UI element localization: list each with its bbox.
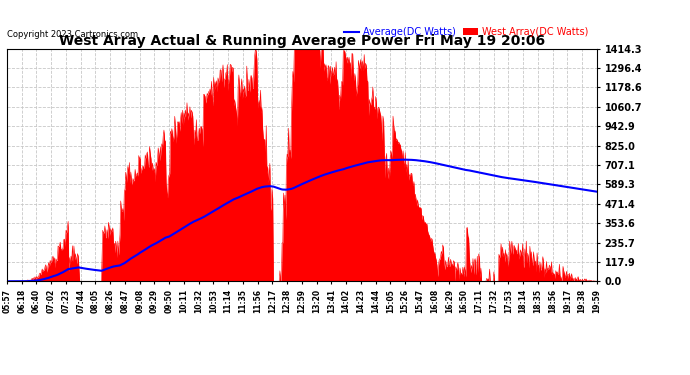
Legend: Average(DC Watts), West Array(DC Watts): Average(DC Watts), West Array(DC Watts) xyxy=(340,23,592,41)
Title: West Array Actual & Running Average Power Fri May 19 20:06: West Array Actual & Running Average Powe… xyxy=(59,34,545,48)
Text: Copyright 2023 Cartronics.com: Copyright 2023 Cartronics.com xyxy=(7,30,138,39)
